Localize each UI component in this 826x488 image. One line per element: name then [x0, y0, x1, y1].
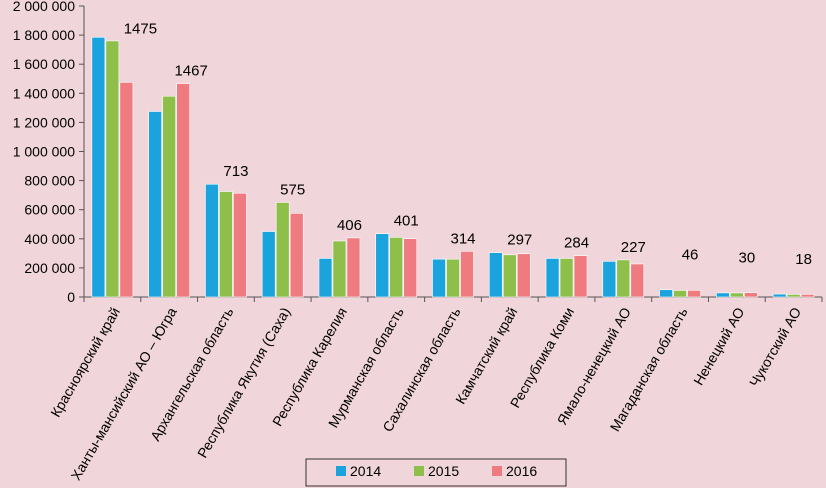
y-tick-label: 200 000: [24, 260, 75, 276]
data-label: 46: [682, 247, 699, 264]
data-label: 30: [739, 250, 756, 267]
data-label: 1475: [124, 20, 157, 37]
bar-2016: [290, 213, 303, 297]
bar-2015: [163, 96, 176, 297]
bar-2015: [390, 237, 403, 297]
bar-2016: [801, 294, 814, 297]
bar-2015: [787, 294, 800, 297]
bar-2016: [461, 251, 474, 297]
bar-2015: [730, 293, 743, 297]
bar-2016: [574, 256, 587, 297]
bar-2016: [744, 293, 757, 297]
bar-2015: [617, 260, 630, 297]
data-label: 314: [450, 230, 475, 247]
data-label: 18: [795, 251, 812, 268]
category-label: Чукотский АО: [746, 304, 804, 389]
bar-2015: [560, 258, 573, 297]
y-tick-label: 400 000: [24, 231, 75, 247]
legend-swatch: [492, 466, 502, 476]
y-tick-label: 1 000 000: [13, 144, 75, 160]
bar-2016: [688, 290, 701, 297]
category-label: Ханты-мансийский АО – Югра: [68, 304, 180, 483]
bar-2016: [347, 238, 360, 297]
bar-2015: [219, 192, 232, 297]
legend-label: 2014: [350, 463, 381, 479]
bar-2015: [503, 255, 516, 297]
bar-2014: [489, 253, 502, 297]
category-label: Камчатский край: [452, 305, 520, 407]
y-tick-label: 1 400 000: [13, 85, 75, 101]
bar-2014: [546, 258, 559, 297]
bar-2014: [773, 294, 786, 297]
y-tick-label: 2 000 000: [13, 0, 75, 14]
data-label: 1467: [174, 63, 207, 80]
bar-2016: [120, 82, 133, 297]
bar-2015: [106, 41, 119, 297]
bar-2016: [233, 193, 246, 297]
y-tick-label: 1 800 000: [13, 27, 75, 43]
y-tick-label: 1 600 000: [13, 56, 75, 72]
legend-label: 2015: [428, 463, 459, 479]
chart-legend: 2014 2015 2016: [306, 459, 566, 486]
bar-2014: [716, 293, 729, 297]
data-label: 297: [507, 232, 532, 249]
bar-2014: [319, 258, 332, 297]
data-label: 575: [280, 181, 305, 198]
chart-axes: 0 200 000 400 000 600 000 800 000 1 000 000 1 …: [13, 0, 822, 305]
bar-2014: [660, 290, 673, 297]
legend-label: 2016: [506, 463, 537, 479]
category-label: Ненецкий АО: [690, 304, 747, 387]
legend-swatch: [336, 466, 346, 476]
bar-2016: [631, 264, 644, 297]
bar-2016: [177, 84, 190, 297]
data-label: 401: [394, 213, 419, 230]
bar-2015: [333, 241, 346, 297]
y-tick-label: 800 000: [24, 173, 75, 189]
y-tick-label: 600 000: [24, 202, 75, 218]
data-label: 284: [564, 235, 589, 252]
y-tick-label: 0: [67, 289, 75, 305]
bar-2014: [433, 259, 446, 297]
bar-2016: [517, 254, 530, 297]
bar-2014: [376, 234, 389, 297]
data-label: 406: [337, 217, 362, 234]
y-tick-label: 1 200 000: [13, 114, 75, 130]
bar-2016: [404, 239, 417, 297]
data-label: 713: [223, 163, 248, 180]
bar-2014: [205, 184, 218, 297]
data-label: 227: [621, 239, 646, 256]
bar-2014: [149, 111, 162, 297]
chart: 0 200 000 400 000 600 000 800 000 1 000 000 1 …: [0, 0, 826, 488]
bar-2014: [92, 37, 105, 297]
bar-2015: [447, 259, 460, 297]
category-label: Республика Коми: [507, 305, 577, 411]
bar-2015: [674, 290, 687, 297]
bar-2015: [276, 202, 289, 297]
bar-2014: [262, 232, 275, 297]
legend-swatch: [414, 466, 424, 476]
bar-2014: [603, 261, 616, 297]
